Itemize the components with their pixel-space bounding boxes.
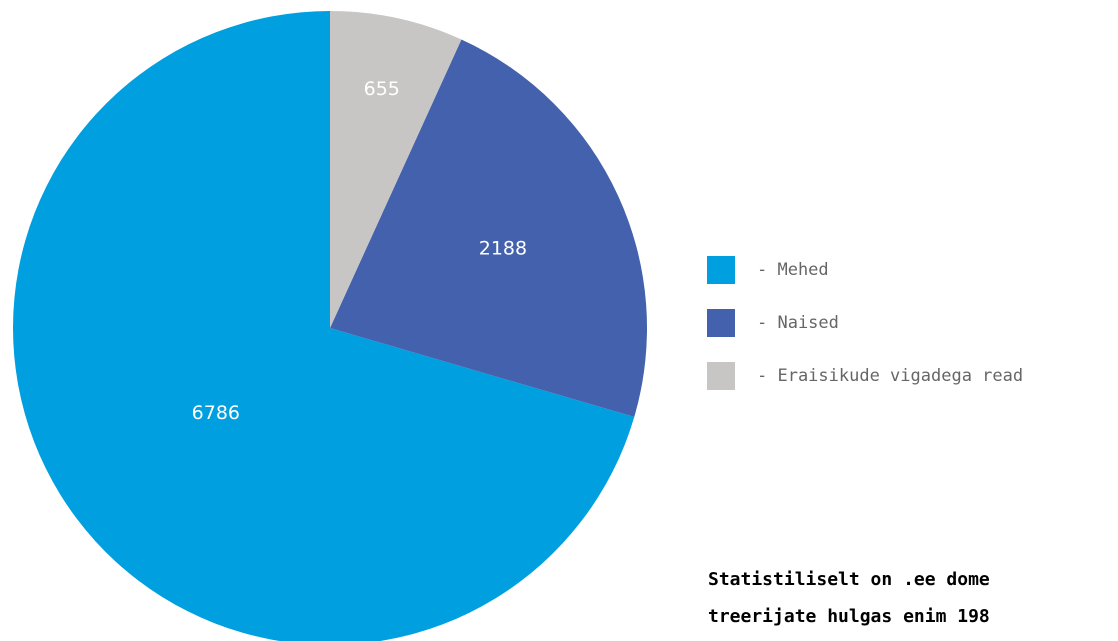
legend-swatch bbox=[707, 309, 735, 337]
annotation: treerijate hulgas enim 198 bbox=[708, 606, 990, 627]
annotation: Statistiliselt on .ee dome bbox=[708, 569, 990, 590]
legend-label: - Naised bbox=[757, 313, 839, 333]
pie-slice bbox=[330, 39, 647, 417]
slice-label: 6786 bbox=[192, 402, 240, 424]
legend-label: - Mehed bbox=[757, 260, 829, 280]
pie-slice bbox=[13, 11, 635, 641]
slice-label: 655 bbox=[364, 78, 400, 100]
legend-swatch bbox=[707, 256, 735, 284]
legend-label: - Eraisikude vigadega read bbox=[757, 366, 1023, 386]
legend-swatch bbox=[707, 362, 735, 390]
slice-label: 2188 bbox=[479, 237, 527, 259]
pie-slice bbox=[330, 11, 462, 328]
